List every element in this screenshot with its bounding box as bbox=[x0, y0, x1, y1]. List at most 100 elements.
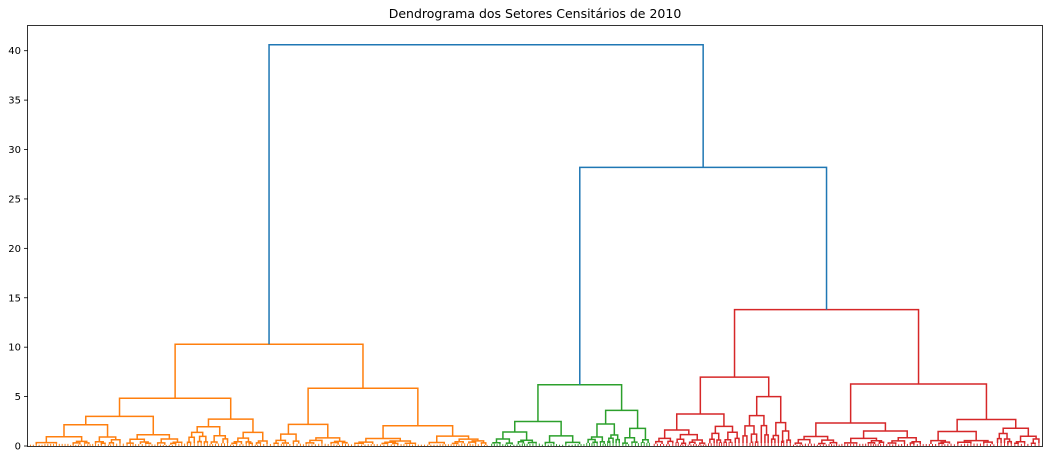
cluster-link bbox=[108, 441, 115, 445]
cluster-link bbox=[273, 442, 279, 445]
cluster-link bbox=[803, 435, 829, 441]
cluster-link bbox=[957, 441, 972, 445]
cluster-link bbox=[699, 376, 770, 414]
cluster-link bbox=[527, 441, 537, 444]
cluster-link bbox=[1030, 442, 1036, 445]
cluster-link bbox=[714, 425, 734, 434]
cluster-link bbox=[63, 424, 109, 437]
cluster-link bbox=[287, 423, 329, 438]
cluster-link bbox=[956, 418, 1017, 432]
y-tick-label: 40 bbox=[8, 46, 21, 57]
cluster-link bbox=[815, 422, 887, 437]
cluster-link bbox=[170, 442, 177, 445]
cluster-link bbox=[281, 442, 289, 445]
cluster-link bbox=[505, 442, 513, 445]
y-tick-label: 20 bbox=[8, 244, 21, 255]
cluster-link bbox=[248, 442, 253, 445]
cluster-link bbox=[537, 383, 623, 422]
cluster-link bbox=[382, 425, 454, 439]
cluster-link bbox=[392, 442, 399, 446]
cluster-link bbox=[599, 441, 605, 444]
cluster-link bbox=[727, 431, 738, 440]
cluster-link bbox=[520, 439, 534, 443]
cluster-link bbox=[330, 441, 339, 445]
cluster-link bbox=[891, 440, 906, 444]
cluster-link bbox=[517, 441, 525, 445]
y-tick-label: 30 bbox=[8, 145, 21, 156]
cluster-link bbox=[458, 438, 479, 442]
top-link bbox=[268, 44, 704, 345]
cluster-link bbox=[592, 441, 598, 444]
cluster-link bbox=[658, 437, 672, 442]
cluster-link bbox=[381, 442, 389, 445]
cluster-link bbox=[307, 387, 419, 426]
cluster-link bbox=[186, 441, 192, 445]
cluster-link bbox=[748, 414, 765, 426]
cluster-link bbox=[305, 442, 315, 445]
cluster-link bbox=[480, 442, 487, 445]
cluster-link bbox=[85, 415, 155, 435]
y-tick-label: 35 bbox=[8, 96, 21, 107]
cluster-link bbox=[451, 442, 459, 445]
cluster-link bbox=[996, 437, 1002, 444]
cluster-link bbox=[755, 395, 782, 423]
cluster-link bbox=[279, 433, 297, 442]
cluster-link bbox=[207, 418, 254, 433]
cluster-link bbox=[786, 439, 792, 444]
cluster-link bbox=[867, 442, 876, 445]
cluster-link bbox=[679, 433, 698, 440]
cluster-link bbox=[255, 442, 262, 445]
cluster-link bbox=[711, 432, 720, 440]
cluster-link bbox=[887, 442, 897, 445]
cluster-link bbox=[197, 440, 202, 444]
cluster-link bbox=[829, 441, 838, 445]
cluster-link bbox=[156, 442, 166, 445]
cluster-link bbox=[292, 440, 300, 445]
y-tick-label: 0 bbox=[15, 442, 21, 453]
cluster-link bbox=[938, 442, 945, 445]
cluster-link bbox=[963, 439, 989, 443]
y-tick-label: 5 bbox=[15, 392, 21, 403]
cluster-link bbox=[596, 423, 616, 437]
cluster-link bbox=[734, 437, 740, 444]
cluster-link bbox=[100, 442, 106, 445]
cluster-link bbox=[821, 439, 835, 444]
cluster-link bbox=[257, 440, 268, 444]
cluster-link bbox=[514, 420, 562, 436]
cluster-link bbox=[878, 441, 885, 444]
cluster-link bbox=[870, 439, 883, 443]
cluster-link bbox=[675, 413, 725, 431]
cluster-link bbox=[548, 435, 574, 443]
cluster-link bbox=[631, 441, 638, 444]
cluster-link bbox=[818, 442, 826, 445]
cluster-link bbox=[604, 409, 639, 429]
cluster-link bbox=[655, 440, 663, 444]
cluster-link bbox=[849, 383, 988, 423]
cluster-link bbox=[797, 438, 811, 444]
cluster-link bbox=[242, 431, 264, 441]
cluster-link bbox=[231, 442, 238, 445]
cluster-link bbox=[622, 442, 628, 445]
cluster-link bbox=[709, 438, 715, 444]
cluster-link bbox=[145, 442, 152, 445]
cluster-link bbox=[196, 426, 221, 436]
cluster-link bbox=[210, 441, 218, 445]
cluster-link bbox=[667, 440, 674, 445]
cluster-link bbox=[404, 442, 417, 445]
cluster-link bbox=[354, 442, 365, 445]
cluster-link bbox=[733, 308, 920, 385]
y-tick-label: 15 bbox=[8, 293, 21, 304]
cluster-link bbox=[681, 442, 687, 445]
cluster-link bbox=[160, 438, 179, 443]
cluster-link bbox=[188, 436, 196, 444]
cluster-link bbox=[794, 442, 803, 445]
cluster-link bbox=[716, 439, 722, 444]
cluster-link bbox=[775, 421, 787, 436]
cluster-link bbox=[428, 441, 446, 445]
top-link bbox=[579, 166, 828, 385]
cluster-link bbox=[358, 441, 374, 445]
dendrogram-links bbox=[35, 44, 1040, 446]
cluster-link bbox=[1014, 442, 1019, 445]
cluster-link bbox=[544, 441, 555, 445]
